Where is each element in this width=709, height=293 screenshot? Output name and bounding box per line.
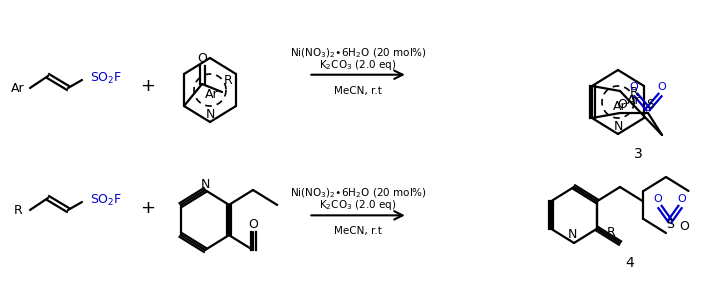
Text: Ar: Ar <box>205 88 219 100</box>
Text: +: + <box>140 77 155 95</box>
Text: O: O <box>617 98 627 112</box>
Text: SO$_2$F: SO$_2$F <box>90 70 122 86</box>
Text: S: S <box>666 219 674 231</box>
Text: R: R <box>223 74 233 86</box>
Text: O: O <box>197 52 207 64</box>
Text: Ni(NO$_3$)$_2$$\bullet$6H$_2$O (20 mol%): Ni(NO$_3$)$_2$$\bullet$6H$_2$O (20 mol%) <box>289 46 427 59</box>
Text: Ar: Ar <box>613 100 627 113</box>
Text: N: N <box>201 178 210 190</box>
Text: S: S <box>646 98 654 112</box>
Text: O: O <box>654 194 662 204</box>
Text: K$_2$CO$_3$ (2.0 eq): K$_2$CO$_3$ (2.0 eq) <box>319 58 397 72</box>
Text: R: R <box>630 86 638 98</box>
Text: R: R <box>607 226 616 239</box>
Text: N: N <box>613 120 623 132</box>
Text: O: O <box>680 219 689 233</box>
Text: SO$_2$F: SO$_2$F <box>90 193 122 207</box>
Text: R: R <box>13 204 23 217</box>
Text: MeCN, r.t: MeCN, r.t <box>334 86 382 96</box>
Text: O: O <box>678 194 686 204</box>
Text: N: N <box>206 108 215 120</box>
Text: K$_2$CO$_3$ (2.0 eq): K$_2$CO$_3$ (2.0 eq) <box>319 198 397 212</box>
Text: Ni(NO$_3$)$_2$$\bullet$6H$_2$O (20 mol%): Ni(NO$_3$)$_2$$\bullet$6H$_2$O (20 mol%) <box>289 187 427 200</box>
Text: O: O <box>630 82 638 92</box>
Text: Ar: Ar <box>627 95 641 108</box>
Text: O: O <box>248 217 258 231</box>
Text: Ar: Ar <box>11 81 25 95</box>
Text: +: + <box>140 199 155 217</box>
Text: 3: 3 <box>634 147 642 161</box>
Text: O: O <box>658 82 666 92</box>
Text: 4: 4 <box>625 256 635 270</box>
Text: N: N <box>567 229 576 241</box>
Text: MeCN, r.t: MeCN, r.t <box>334 226 382 236</box>
